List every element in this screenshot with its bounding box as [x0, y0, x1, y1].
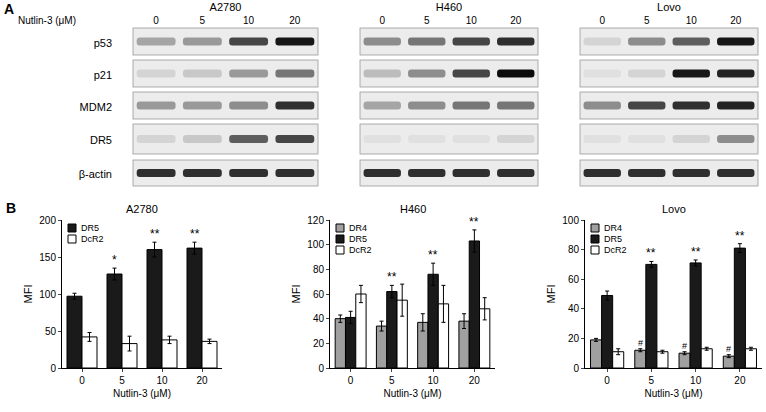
svg-text:60: 60 — [313, 289, 325, 300]
svg-text:Nutlin-3 (μM): Nutlin-3 (μM) — [384, 388, 442, 399]
svg-text:20: 20 — [196, 375, 208, 386]
svg-text:200: 200 — [39, 215, 56, 226]
svg-text:80: 80 — [568, 244, 580, 255]
svg-text:DR5: DR5 — [604, 234, 622, 244]
svg-text:MDM2: MDM2 — [80, 101, 112, 113]
svg-text:p53: p53 — [94, 37, 112, 49]
svg-text:**: ** — [646, 246, 656, 260]
svg-text:10: 10 — [690, 375, 702, 386]
svg-text:*: * — [112, 253, 117, 267]
svg-text:80: 80 — [313, 264, 325, 275]
svg-text:p21: p21 — [94, 69, 112, 81]
svg-text:0: 0 — [604, 375, 610, 386]
svg-text:DR4: DR4 — [604, 223, 622, 233]
svg-text:#: # — [726, 344, 731, 354]
svg-text:10: 10 — [686, 15, 698, 26]
svg-text:Nutlin-3 (μM): Nutlin-3 (μM) — [113, 388, 171, 399]
svg-text:A2780: A2780 — [210, 1, 242, 13]
svg-text:DR5: DR5 — [349, 234, 367, 244]
svg-text:100: 100 — [307, 239, 324, 250]
svg-text:40: 40 — [568, 303, 580, 314]
svg-text:MFI: MFI — [22, 285, 34, 304]
svg-text:MFI: MFI — [290, 285, 302, 304]
svg-text:150: 150 — [39, 252, 56, 263]
svg-text:20: 20 — [734, 375, 746, 386]
svg-text:#: # — [682, 341, 687, 351]
svg-text:**: ** — [428, 248, 438, 262]
svg-text:**: ** — [691, 245, 701, 259]
svg-text:5: 5 — [424, 15, 430, 26]
svg-text:DcR2: DcR2 — [81, 234, 104, 244]
svg-text:20: 20 — [469, 375, 481, 386]
svg-text:0: 0 — [153, 15, 159, 26]
svg-text:**: ** — [150, 227, 160, 241]
svg-text:A: A — [4, 1, 14, 17]
svg-text:Nutlin-3 (μM): Nutlin-3 (μM) — [645, 388, 703, 399]
svg-text:5: 5 — [389, 375, 395, 386]
svg-text:#: # — [638, 338, 643, 348]
svg-text:0: 0 — [573, 363, 579, 374]
svg-text:**: ** — [469, 215, 479, 229]
svg-text:0: 0 — [318, 363, 324, 374]
svg-text:MFI: MFI — [545, 285, 557, 304]
svg-text:DcR2: DcR2 — [604, 245, 627, 255]
svg-text:10: 10 — [243, 15, 255, 26]
svg-text:H460: H460 — [400, 203, 426, 215]
svg-text:20: 20 — [289, 15, 301, 26]
svg-text:60: 60 — [568, 274, 580, 285]
svg-text:DR5: DR5 — [81, 223, 99, 233]
svg-text:B: B — [6, 200, 16, 216]
svg-text:Lovo: Lovo — [662, 203, 686, 215]
svg-text:20: 20 — [510, 15, 522, 26]
svg-text:A2780: A2780 — [126, 203, 158, 215]
svg-text:20: 20 — [568, 333, 580, 344]
svg-text:0: 0 — [599, 15, 605, 26]
svg-text:DR4: DR4 — [349, 223, 367, 233]
svg-text:50: 50 — [45, 326, 57, 337]
svg-text:DR5: DR5 — [90, 134, 112, 146]
svg-text:0: 0 — [79, 375, 85, 386]
svg-text:**: ** — [735, 229, 745, 243]
svg-text:β-actin: β-actin — [79, 168, 112, 180]
svg-text:5: 5 — [200, 15, 206, 26]
svg-text:5: 5 — [644, 15, 650, 26]
svg-text:10: 10 — [156, 375, 168, 386]
svg-text:Nutlin-3 (μM): Nutlin-3 (μM) — [18, 15, 76, 26]
svg-text:20: 20 — [313, 338, 325, 349]
svg-text:H460: H460 — [436, 1, 462, 13]
svg-text:**: ** — [190, 227, 200, 241]
svg-text:20: 20 — [730, 15, 742, 26]
svg-text:10: 10 — [466, 15, 478, 26]
svg-text:100: 100 — [39, 289, 56, 300]
svg-text:0: 0 — [50, 363, 56, 374]
svg-text:**: ** — [387, 270, 397, 284]
svg-text:Lovo: Lovo — [657, 1, 681, 13]
svg-text:120: 120 — [307, 215, 324, 226]
svg-text:100: 100 — [562, 215, 579, 226]
svg-text:5: 5 — [119, 375, 125, 386]
svg-text:0: 0 — [348, 375, 354, 386]
svg-text:DcR2: DcR2 — [349, 245, 372, 255]
svg-text:0: 0 — [379, 15, 385, 26]
svg-text:40: 40 — [313, 313, 325, 324]
svg-text:5: 5 — [649, 375, 655, 386]
svg-text:10: 10 — [428, 375, 440, 386]
